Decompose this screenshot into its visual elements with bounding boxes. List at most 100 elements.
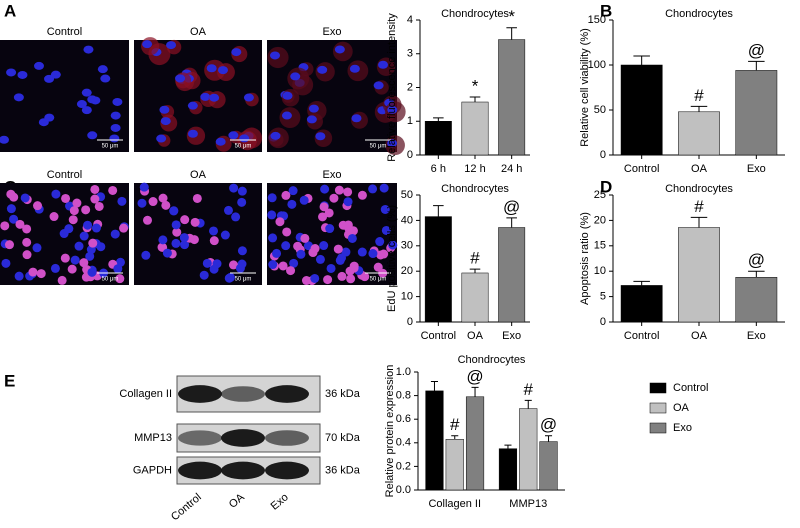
nucleus [142,40,153,49]
nucleus [272,248,282,258]
nucleus [290,72,301,81]
nucleus [142,215,152,225]
nucleus [171,220,181,230]
nucleus [158,235,168,245]
nucleus [79,231,89,241]
nucleus [334,45,345,54]
error-bar [690,105,708,112]
nucleus [346,274,356,284]
y-axis-label: Relative protein expression [384,365,396,498]
bar [539,441,558,491]
nucleus [22,224,32,234]
nucleus [33,201,43,211]
nucleus [206,64,217,73]
chart-title: Chondrocytes [441,8,509,20]
nucleus [209,93,220,102]
nucleus [112,97,123,106]
y-tick-label: 150 [588,14,606,26]
y-tick-label: 30 [401,240,413,252]
lane-label: Exo [269,491,291,512]
nucleus [343,197,353,207]
nucleus [209,236,219,246]
bar [461,272,489,323]
panel-label: B [600,1,612,20]
nucleus [17,70,28,79]
chart-title: Chondrocytes [665,183,733,195]
legend-label: Control [673,382,708,394]
nucleus [6,204,16,214]
nucleus [357,190,367,200]
nucleus [268,233,278,243]
nucleus [28,267,38,277]
nucleus [229,183,239,193]
blot-band [178,430,222,446]
scale-bar-label: 50 μm [102,144,119,150]
nucleus [388,240,398,250]
y-tick-label: 5 [600,291,606,303]
nucleus [231,48,242,57]
y-axis-label: EdU positive cells (%) [386,205,398,312]
y-tick-label: 0.6 [396,413,411,425]
nucleus [275,217,285,227]
nucleus [239,134,250,143]
bar [461,101,489,156]
y-tick-label: 0 [600,316,606,328]
nucleus [180,215,190,225]
bar [424,216,452,323]
nucleus [267,193,277,203]
significance-mark: @ [540,415,557,434]
significance-mark: # [450,415,460,434]
nucleus [288,186,298,196]
nucleus [375,237,385,247]
nucleus [110,123,121,132]
scale-bar-label: 50 μm [235,277,252,283]
y-tick-label: 10 [401,291,413,303]
nucleus [6,189,16,199]
bar [678,227,720,323]
nucleus [231,212,241,222]
x-tick-label: Exo [747,163,766,175]
panel-label: E [4,371,15,390]
bar [620,64,663,156]
nucleus [87,131,98,140]
significance-mark: # [694,86,704,105]
y-tick-label: 0.2 [396,460,411,472]
nucleus [357,247,367,257]
nucleus [81,88,92,97]
significance-mark: * [508,7,515,26]
size-label: 70 kDa [325,432,361,444]
y-axis-label: Relative fluorescence intensity [386,13,398,162]
nucleus [72,198,82,208]
nucleus [0,135,10,144]
error-bar [748,60,765,71]
nucleus [360,272,370,282]
blot-band [265,385,309,403]
nucleus [351,114,362,123]
bar [498,227,526,323]
x-tick-label: Exo [747,330,766,342]
x-tick-label: 24 h [501,163,522,175]
nucleus [200,92,211,101]
error-bar [469,96,481,103]
nucleus [113,264,123,274]
significance-mark: # [524,380,534,399]
nucleus [156,134,167,143]
error-bar [471,386,479,397]
nucleus [310,244,320,254]
x-tick-label: Exo [502,330,521,342]
nucleus [323,275,333,285]
error-bar [433,117,444,122]
blot-band [265,430,309,446]
panel-label: A [4,1,16,20]
nucleus [329,193,339,203]
nucleus [180,240,190,250]
y-tick-label: 0 [407,316,413,328]
nucleus [74,241,84,251]
error-bar [748,270,765,278]
y-tick-label: 10 [594,265,606,277]
nucleus [187,129,198,138]
nucleus [343,187,353,197]
nucleus [79,258,89,268]
y-tick-label: 25 [594,189,606,201]
nucleus [220,230,230,240]
